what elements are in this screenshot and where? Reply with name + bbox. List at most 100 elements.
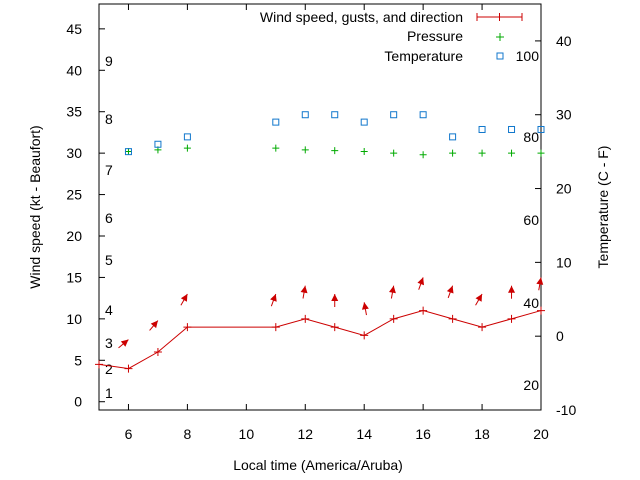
temperature-point [183, 133, 191, 141]
temperature-point [390, 111, 398, 119]
fahrenheit-label: 80 [523, 129, 539, 145]
beaufort-label: 8 [105, 111, 113, 127]
y2-tick-label: 20 [556, 181, 572, 197]
beaufort-label: 5 [105, 252, 113, 268]
y-tick-label: 35 [66, 104, 82, 120]
wind-direction-arrow [149, 320, 159, 331]
y-tick-label: 5 [74, 352, 82, 368]
wind-direction-arrow [417, 277, 425, 290]
y-tick-label: 15 [66, 269, 82, 285]
wind-direction-arrow-head [536, 277, 544, 285]
wind-direction-arrow [508, 285, 516, 299]
wind-direction-arrow [536, 277, 544, 291]
y-tick-label: 25 [66, 187, 82, 203]
y-axis-title: Wind speed (kt - Beaufort) [27, 125, 43, 288]
wind-speed-point [448, 314, 457, 323]
temperature-point [331, 111, 339, 119]
y-tick-label: 30 [66, 145, 82, 161]
wind-direction-arrow [446, 285, 454, 299]
wind-direction-arrow-head [361, 302, 369, 310]
fahrenheit-label: 20 [523, 377, 539, 393]
y2-tick-label: 10 [556, 254, 572, 270]
wind-speed-point [537, 306, 545, 315]
temperature-point [419, 111, 427, 119]
wind-speed-point [153, 348, 162, 356]
x-tick-label: 12 [297, 426, 313, 442]
wind-direction-arrow [270, 293, 277, 307]
pressure-point [124, 147, 132, 155]
wind-speed-point [360, 331, 369, 340]
legend-label-pressure: Pressure [407, 28, 463, 44]
wind-direction-arrow-head [150, 320, 158, 329]
wind-speed-point [419, 306, 428, 315]
wind-speed-point [124, 364, 133, 373]
wind-direction-arrow [300, 285, 308, 299]
wind-speed-point [330, 323, 339, 332]
wind-direction-arrow-head [331, 294, 339, 301]
pressure-point [360, 147, 368, 155]
wind-direction-arrow-head [508, 285, 516, 293]
x-tick-label: 14 [356, 426, 372, 442]
wind-direction-arrow-head [446, 285, 454, 294]
temperature-point [272, 118, 280, 126]
wind-speed-point [95, 360, 103, 369]
x-axis-title: Local time (America/Aruba) [233, 457, 403, 473]
x-tick-label: 20 [533, 426, 549, 442]
wind-direction-arrow-head [475, 294, 483, 302]
wind-speed-point [183, 323, 192, 332]
y2-tick-label: -10 [556, 402, 576, 418]
plot-frame [98, 3, 542, 411]
beaufort-label: 9 [105, 53, 113, 69]
wind-direction-arrow [331, 294, 339, 307]
temperature-point [449, 133, 457, 141]
y-tick-label: 20 [66, 228, 82, 244]
x-tick-label: 18 [474, 426, 490, 442]
y-tick-label: 0 [74, 394, 82, 410]
wind-direction-arrow [361, 302, 369, 316]
pressure-point [301, 146, 309, 154]
temperature-point [508, 125, 516, 133]
x-tick-label: 10 [239, 426, 255, 442]
beaufort-label: 2 [105, 361, 113, 377]
pressure-point [449, 149, 457, 157]
legend-swatch-pressure [496, 33, 504, 41]
fahrenheit-label: 100 [516, 48, 540, 64]
wind-speed-point [478, 323, 487, 332]
fahrenheit-label: 60 [523, 212, 539, 228]
x-tick-label: 16 [415, 426, 431, 442]
wind-direction-arrow-head [300, 285, 308, 294]
pressure-point [183, 144, 191, 152]
wind-direction-arrow-head [120, 339, 129, 347]
y2-tick-label: 0 [556, 328, 564, 344]
temperature-point [154, 140, 162, 148]
y-tick-label: 10 [66, 311, 82, 327]
wind-direction-arrow [389, 285, 396, 299]
chart-marks [95, 111, 545, 373]
legend-swatch-wind-ticks [476, 13, 523, 21]
fahrenheit-label: 40 [523, 295, 539, 311]
wind-direction-arrow [118, 339, 129, 349]
temperature-point [360, 118, 368, 126]
pressure-point [419, 151, 427, 159]
wind-direction-arrow-head [389, 285, 396, 294]
pressure-point [537, 149, 545, 157]
temperature-point [301, 111, 309, 119]
wind-speed-point [507, 314, 516, 323]
wind-direction-arrow-head [270, 294, 277, 302]
pressure-point [508, 149, 516, 157]
wind-direction-arrow [180, 293, 188, 306]
temperature-point [537, 125, 545, 133]
legend-label-temperature: Temperature [384, 48, 463, 64]
x-tick-label: 8 [184, 426, 192, 442]
y-tick-label: 45 [66, 21, 82, 37]
legend: Wind speed, gusts, and direction Pressure… [260, 9, 523, 64]
y-tick-label: 40 [66, 62, 82, 78]
wind-direction-arrow-head [417, 277, 425, 286]
wind-speed-point [389, 314, 398, 323]
wind-direction-arrow-head [180, 294, 188, 302]
wind-speed-point [301, 314, 310, 323]
wind-speed-line [98, 310, 542, 370]
y2-tick-label: 30 [556, 107, 572, 123]
beaufort-label: 7 [105, 162, 113, 178]
